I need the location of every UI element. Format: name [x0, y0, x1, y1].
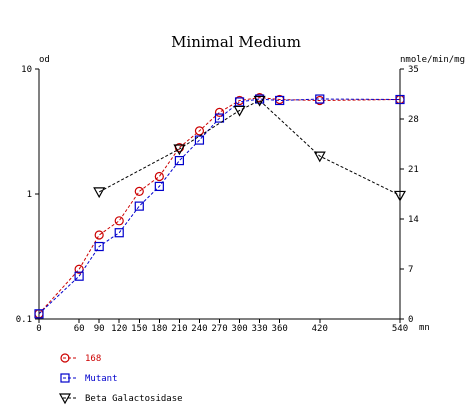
x-tick-label: 0	[36, 324, 41, 334]
series-line-mutant	[38, 98, 401, 315]
data-point-mutant	[114, 228, 124, 238]
data-point-mutant	[174, 156, 184, 166]
right-tick-label: 0	[408, 315, 413, 325]
x-tick-label: 420	[312, 324, 328, 334]
right-axis-ticks: 0 7 14 21 28 35	[400, 65, 419, 325]
x-tick-label: 60	[74, 324, 85, 334]
legend-marker-beta-galactosidase	[58, 393, 72, 405]
data-point-mutant	[134, 201, 144, 211]
data-point-168	[154, 171, 164, 182]
legend-label-168: 168	[85, 354, 101, 364]
data-point-mutant	[214, 113, 225, 123]
right-tick-label: 7	[408, 265, 413, 275]
data-point-mutant	[395, 94, 405, 105]
series-line-168	[38, 97, 401, 315]
data-point-mutant	[94, 241, 104, 252]
data-point-168	[214, 107, 225, 117]
x-tick-label: 360	[272, 324, 288, 334]
x-tick-label: 90	[94, 324, 105, 334]
left-tick-label: 0.1	[16, 315, 32, 325]
x-tick-label: 540	[392, 324, 408, 334]
right-axis-label: nmole/min/mg	[400, 55, 465, 65]
left-axis-label: od	[39, 55, 50, 65]
x-tick-label: 300	[231, 324, 247, 334]
left-axis-ticks: 0.1 1 10	[16, 65, 39, 325]
right-tick-label: 14	[408, 215, 419, 225]
legend-label-beta-galactosidase: Beta Galactosidase	[85, 394, 183, 404]
x-tick-label: 120	[111, 324, 127, 334]
right-tick-label: 21	[408, 165, 419, 175]
data-point-mutant	[74, 271, 84, 281]
right-tick-label: 28	[408, 115, 419, 125]
data-point-mutant	[275, 95, 285, 106]
series-line-beta-galactosidase	[98, 99, 401, 196]
data-point-168	[94, 230, 104, 240]
data-point-beta-galactosidase	[313, 151, 326, 163]
data-point-beta-galactosidase	[253, 95, 266, 107]
plot-area	[34, 93, 407, 319]
data-point-mutant	[34, 309, 44, 319]
data-point-beta-galactosidase	[93, 187, 106, 199]
x-unit-label: mn	[419, 323, 430, 333]
data-point-beta-galactosidase	[393, 190, 407, 202]
legend-marker-168	[60, 353, 70, 363]
legend-marker-mutant	[60, 373, 70, 383]
x-axis-ticks: 0 60 90 120 150 180 210 240 270 300 330 360 420 540	[36, 319, 408, 334]
x-tick-label: 240	[191, 324, 207, 334]
data-point-168	[114, 216, 124, 226]
data-point-168	[74, 264, 84, 274]
data-point-beta-galactosidase	[233, 105, 246, 117]
chart-title: Minimal Medium	[171, 33, 301, 51]
data-point-168	[134, 186, 144, 196]
data-point-beta-galactosidase	[173, 144, 186, 156]
x-tick-label: 180	[151, 324, 167, 334]
x-tick-label: 210	[171, 324, 187, 334]
x-tick-label: 330	[251, 324, 267, 334]
data-point-mutant	[194, 135, 205, 145]
legend-label-mutant: Mutant	[85, 374, 118, 384]
right-tick-label: 35	[408, 65, 419, 75]
x-tick-label: 270	[211, 324, 227, 334]
data-point-mutant	[315, 94, 325, 104]
data-point-168	[194, 126, 205, 136]
left-tick-label: 10	[21, 65, 32, 75]
legend: 168 Mutant Beta Galactosidase	[58, 353, 183, 405]
data-point-mutant	[154, 181, 164, 192]
x-tick-label: 150	[131, 324, 147, 334]
left-tick-label: 1	[27, 190, 32, 200]
